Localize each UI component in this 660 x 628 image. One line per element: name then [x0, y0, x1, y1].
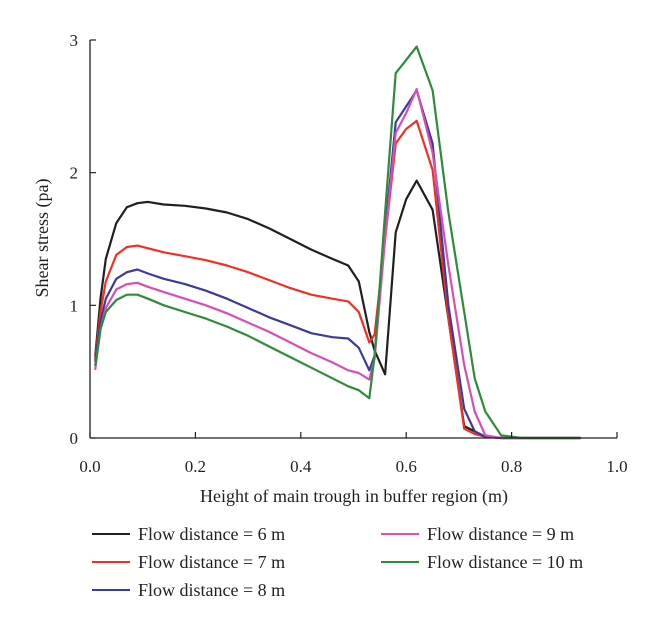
series-line: [94, 89, 582, 440]
x-tick-label: 0.6: [396, 457, 417, 476]
series-line: [94, 119, 582, 440]
y-tick-label: 3: [70, 31, 79, 50]
y-tick-label: 0: [70, 429, 79, 448]
x-tick-label: 1.0: [606, 457, 627, 476]
x-axis-label: Height of main trough in buffer region (…: [200, 486, 508, 507]
x-tick-label: 0.8: [501, 457, 522, 476]
series-line: [94, 45, 582, 440]
y-tick-label: 2: [70, 164, 79, 183]
y-tick-label: 1: [70, 296, 79, 315]
x-tick-label: 0.0: [79, 457, 100, 476]
x-tick-label: 0.2: [185, 457, 206, 476]
series-layer: [94, 45, 582, 440]
axes: 0.0 0.2 0.4 0.6 0.8 1.0 0 1 2 3: [70, 31, 628, 476]
y-axis-label: Shear stress (pa): [32, 179, 53, 298]
series-line: [94, 179, 582, 440]
x-tick-label: 0.4: [290, 457, 312, 476]
series-line: [94, 87, 582, 440]
